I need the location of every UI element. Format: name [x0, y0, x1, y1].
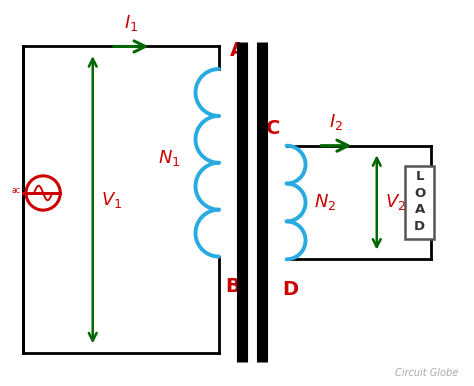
Text: $N_1$: $N_1$ [158, 148, 181, 168]
Text: Circuit Globe: Circuit Globe [395, 368, 458, 378]
Bar [405, 166, 434, 239]
Text: D: D [282, 279, 298, 298]
Text: A: A [414, 203, 425, 216]
Text: D: D [414, 220, 425, 233]
Text: $V_2$: $V_2$ [385, 193, 406, 212]
Text: A: A [230, 41, 246, 60]
Text: $V_1$: $V_1$ [101, 190, 122, 210]
Text: $I_1$: $I_1$ [124, 13, 138, 33]
Text: $N_2$: $N_2$ [314, 193, 336, 212]
Text: L: L [415, 170, 424, 183]
Text: C: C [266, 119, 281, 137]
Text: ac: ac [12, 186, 20, 195]
Text: O: O [414, 186, 425, 200]
Text: B: B [226, 277, 240, 296]
Text: $I_2$: $I_2$ [329, 112, 343, 132]
